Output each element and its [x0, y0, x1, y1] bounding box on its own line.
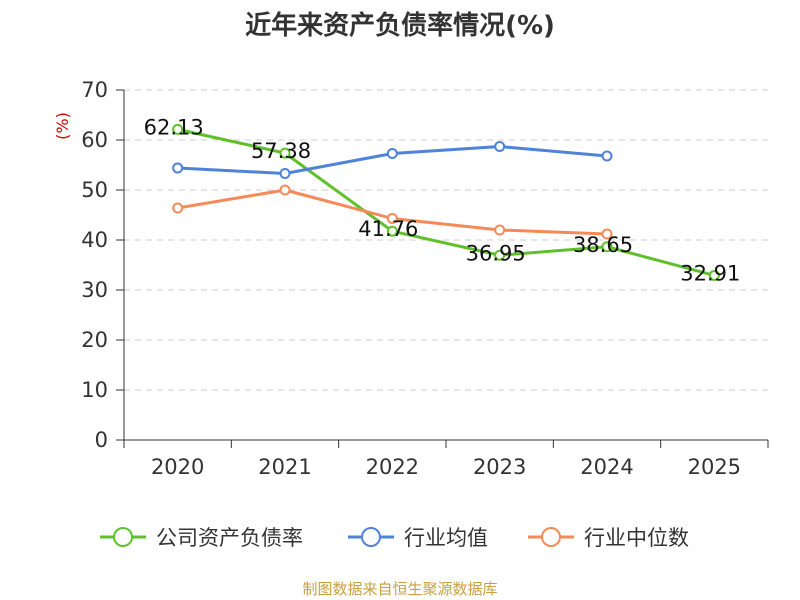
x-tick-label: 2021	[258, 455, 311, 479]
legend-label: 行业均值	[404, 526, 488, 550]
legend-marker	[113, 527, 133, 547]
y-tick-label: 70	[81, 78, 108, 102]
y-tick-label: 60	[81, 128, 108, 152]
data-point	[279, 184, 291, 196]
data-point	[279, 147, 291, 159]
y-tick-label: 20	[81, 328, 108, 352]
gridlines	[124, 89, 768, 391]
y-tick-label: 0	[95, 428, 108, 452]
x-tick-label: 2024	[580, 455, 633, 479]
series-lines	[172, 123, 720, 281]
data-point	[708, 269, 720, 281]
y-tick-label: 30	[81, 278, 108, 302]
chart-title: 近年来资产负债率情况(%)	[245, 10, 555, 41]
data-point	[172, 123, 184, 135]
x-tick-label: 2025	[688, 455, 741, 479]
data-label: 38.65	[573, 233, 633, 257]
data-point	[601, 228, 613, 240]
data-label: 57.38	[251, 139, 311, 163]
data-label: 41.76	[358, 217, 418, 241]
data-point	[386, 213, 398, 224]
data-point	[172, 162, 184, 174]
data-point	[601, 150, 613, 162]
data-label: 62.13	[144, 115, 204, 139]
series-line-0	[177, 127, 715, 277]
y-axis-label: (%)	[53, 112, 72, 140]
x-tick-label: 2022	[366, 455, 419, 479]
data-label: 32.91	[680, 261, 740, 285]
data-point	[172, 202, 184, 214]
legend: 公司资产负债率 行业均值 行业中位数	[100, 526, 689, 550]
data-labels: 62.13 57.38 41.76 36.95 38.65 32.91	[144, 115, 741, 285]
legend-marker	[361, 527, 381, 547]
data-point	[601, 241, 613, 253]
legend-label: 行业中位数	[584, 526, 689, 550]
data-point	[279, 168, 291, 179]
legend-marker	[541, 527, 561, 547]
y-tick-label: 40	[81, 228, 108, 252]
x-tick-label: 2023	[473, 455, 526, 479]
data-label: 36.95	[466, 241, 526, 265]
y-tick-label: 10	[81, 378, 108, 402]
y-tick-label: 50	[81, 178, 108, 202]
axes: 0 10 20 30 40 50 60 70 2020 2021 2022 2023 2024 2025	[81, 78, 769, 479]
x-tick-label: 2020	[151, 455, 204, 479]
data-point	[494, 224, 506, 236]
source-note: 制图数据来自恒生聚源数据库	[302, 580, 497, 598]
data-point	[386, 225, 398, 237]
legend-label: 公司资产负债率	[156, 526, 303, 550]
data-point	[494, 141, 506, 152]
data-point	[386, 148, 398, 159]
data-point	[494, 249, 506, 261]
